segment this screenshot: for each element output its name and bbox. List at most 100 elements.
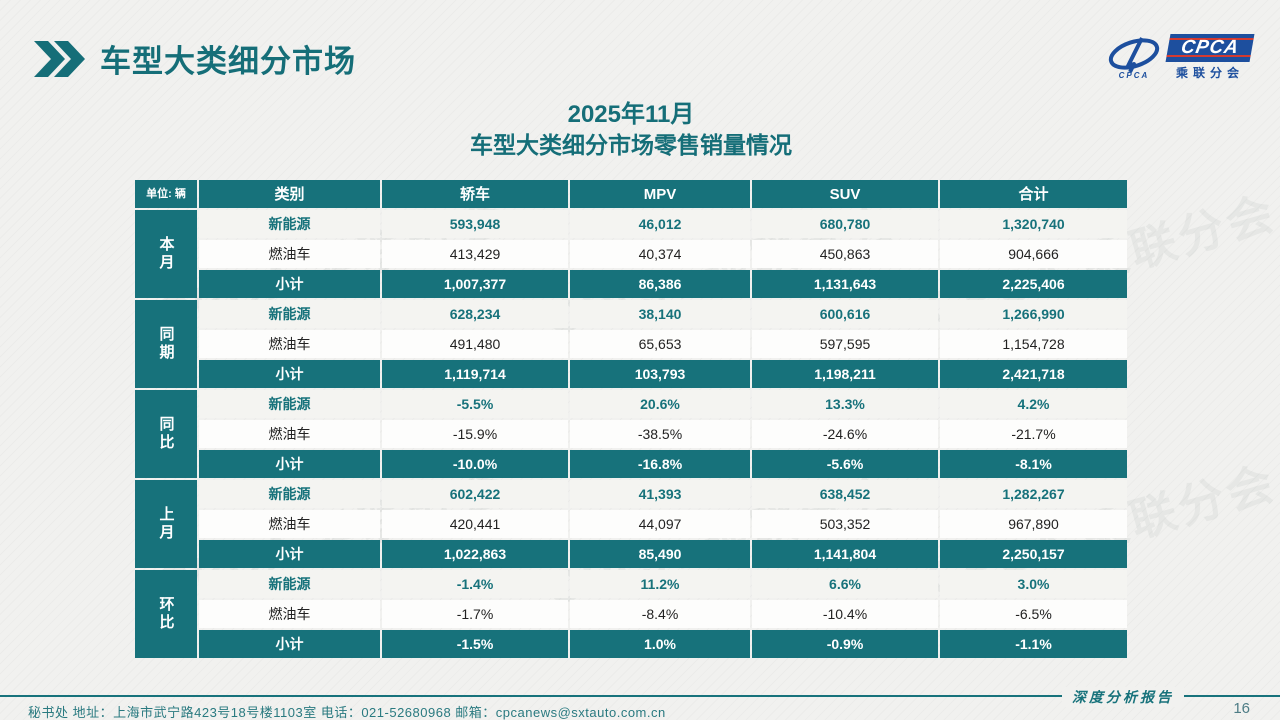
row-category: 新能源: [199, 480, 380, 508]
table-cell: 1,007,377: [382, 270, 568, 298]
group-label: 环比: [135, 570, 197, 658]
column-header: 类别: [199, 180, 380, 208]
table-title-line2: 车型大类细分市场零售销量情况: [470, 132, 792, 158]
table-cell: -16.8%: [570, 450, 750, 478]
page-title: 车型大类细分市场: [100, 44, 356, 79]
table-cell: 600,616: [752, 300, 938, 328]
table-cell: -1.7%: [382, 600, 568, 628]
group-label: 同期: [135, 300, 197, 388]
cpca-chinese-name: 乘联分会: [1175, 66, 1244, 80]
unit-label: 单位: 辆: [135, 180, 197, 208]
table-cell: -5.5%: [382, 390, 568, 418]
table-cell: 13.3%: [752, 390, 938, 418]
page-number: 16: [1233, 700, 1250, 717]
table-cell: 638,452: [752, 480, 938, 508]
row-category: 燃油车: [199, 600, 380, 628]
group-label: 本月: [135, 210, 197, 298]
table-cell: 680,780: [752, 210, 938, 238]
table-cell: 593,948: [382, 210, 568, 238]
table-cell: 413,429: [382, 240, 568, 268]
cpca-logo-text-block: CPCA 乘联分会: [1165, 34, 1255, 81]
column-header: MPV: [570, 180, 750, 208]
cpca-logo-box: CPCA: [1165, 34, 1255, 62]
table-title-line1: 2025年11月: [567, 101, 695, 128]
column-header: SUV: [752, 180, 938, 208]
header: 车型大类细分市场: [34, 36, 356, 81]
row-category: 燃油车: [199, 240, 380, 268]
table-cell: 6.6%: [752, 570, 938, 598]
table-cell: -5.6%: [752, 450, 938, 478]
table-cell: 46,012: [570, 210, 750, 238]
table-title: 2025年11月 车型大类细分市场零售销量情况: [135, 100, 1127, 160]
table-cell: 44,097: [570, 510, 750, 538]
table-cell: -15.9%: [382, 420, 568, 448]
table-cell: 2,421,718: [940, 360, 1127, 388]
cpca-acronym: CPCA: [1179, 37, 1241, 58]
row-category: 燃油车: [199, 330, 380, 358]
group-label: 同比: [135, 390, 197, 478]
footer-divider: [0, 695, 1280, 697]
table-cell: 491,480: [382, 330, 568, 358]
table-cell: -10.0%: [382, 450, 568, 478]
table-cell: 1,141,804: [752, 540, 938, 568]
table-cell: 1,282,267: [940, 480, 1127, 508]
table-cell: 4.2%: [940, 390, 1127, 418]
table-cell: 450,863: [752, 240, 938, 268]
table-cell: 1,022,863: [382, 540, 568, 568]
table-cell: 904,666: [940, 240, 1127, 268]
sales-table: 单位: 辆类别 轿车 MPV SUV 合计 本月 新能源 593,948 46,012 680,7…: [135, 180, 1127, 658]
table-cell: 86,386: [570, 270, 750, 298]
row-category: 燃油车: [199, 510, 380, 538]
table-cell: 503,352: [752, 510, 938, 538]
column-header: 轿车: [382, 180, 568, 208]
row-category: 小计: [199, 630, 380, 658]
row-category: 小计: [199, 270, 380, 298]
table-cell: -1.4%: [382, 570, 568, 598]
table-cell: 2,250,157: [940, 540, 1127, 568]
table-cell: 103,793: [570, 360, 750, 388]
table-cell: 3.0%: [940, 570, 1127, 598]
table-cell: -38.5%: [570, 420, 750, 448]
table-cell: 628,234: [382, 300, 568, 328]
footer-contact-info: 秘书处 地址：上海市武宁路423号18号楼1103室 电话：021-526809…: [28, 705, 666, 720]
table-cell: 1,320,740: [940, 210, 1127, 238]
row-category: 新能源: [199, 390, 380, 418]
table-cell: 1,131,643: [752, 270, 938, 298]
table-cell: 1,266,990: [940, 300, 1127, 328]
cpca-mark-caption: CPCA: [1118, 70, 1150, 80]
row-category: 新能源: [199, 570, 380, 598]
row-category: 新能源: [199, 210, 380, 238]
cpca-logo-mark: CPCA: [1108, 36, 1160, 80]
table-cell: -8.4%: [570, 600, 750, 628]
table-cell: -1.5%: [382, 630, 568, 658]
table-cell: 1,154,728: [940, 330, 1127, 358]
table-cell: 40,374: [570, 240, 750, 268]
table-cell: -21.7%: [940, 420, 1127, 448]
table-cell: 65,653: [570, 330, 750, 358]
row-category: 小计: [199, 540, 380, 568]
cpca-logo: CPCA CPCA 乘联分会: [1108, 34, 1255, 81]
table-cell: -24.6%: [752, 420, 938, 448]
group-label: 上月: [135, 480, 197, 568]
row-category: 小计: [199, 360, 380, 388]
row-category: 新能源: [199, 300, 380, 328]
table-cell: 38,140: [570, 300, 750, 328]
table-cell: -8.1%: [940, 450, 1127, 478]
report-type-label: 深度分析报告: [1062, 687, 1184, 707]
cpca-swoosh-icon: [1108, 36, 1160, 73]
table-cell: 1.0%: [570, 630, 750, 658]
row-category: 小计: [199, 450, 380, 478]
table-cell: 20.6%: [570, 390, 750, 418]
table-cell: 420,441: [382, 510, 568, 538]
column-header: 合计: [940, 180, 1127, 208]
table-cell: 967,890: [940, 510, 1127, 538]
row-category: 燃油车: [199, 420, 380, 448]
table-cell: -1.1%: [940, 630, 1127, 658]
double-chevron-icon: [34, 40, 85, 77]
table-cell: 41,393: [570, 480, 750, 508]
table-cell: 602,422: [382, 480, 568, 508]
table-cell: 1,198,211: [752, 360, 938, 388]
table-cell: -10.4%: [752, 600, 938, 628]
table-cell: 11.2%: [570, 570, 750, 598]
